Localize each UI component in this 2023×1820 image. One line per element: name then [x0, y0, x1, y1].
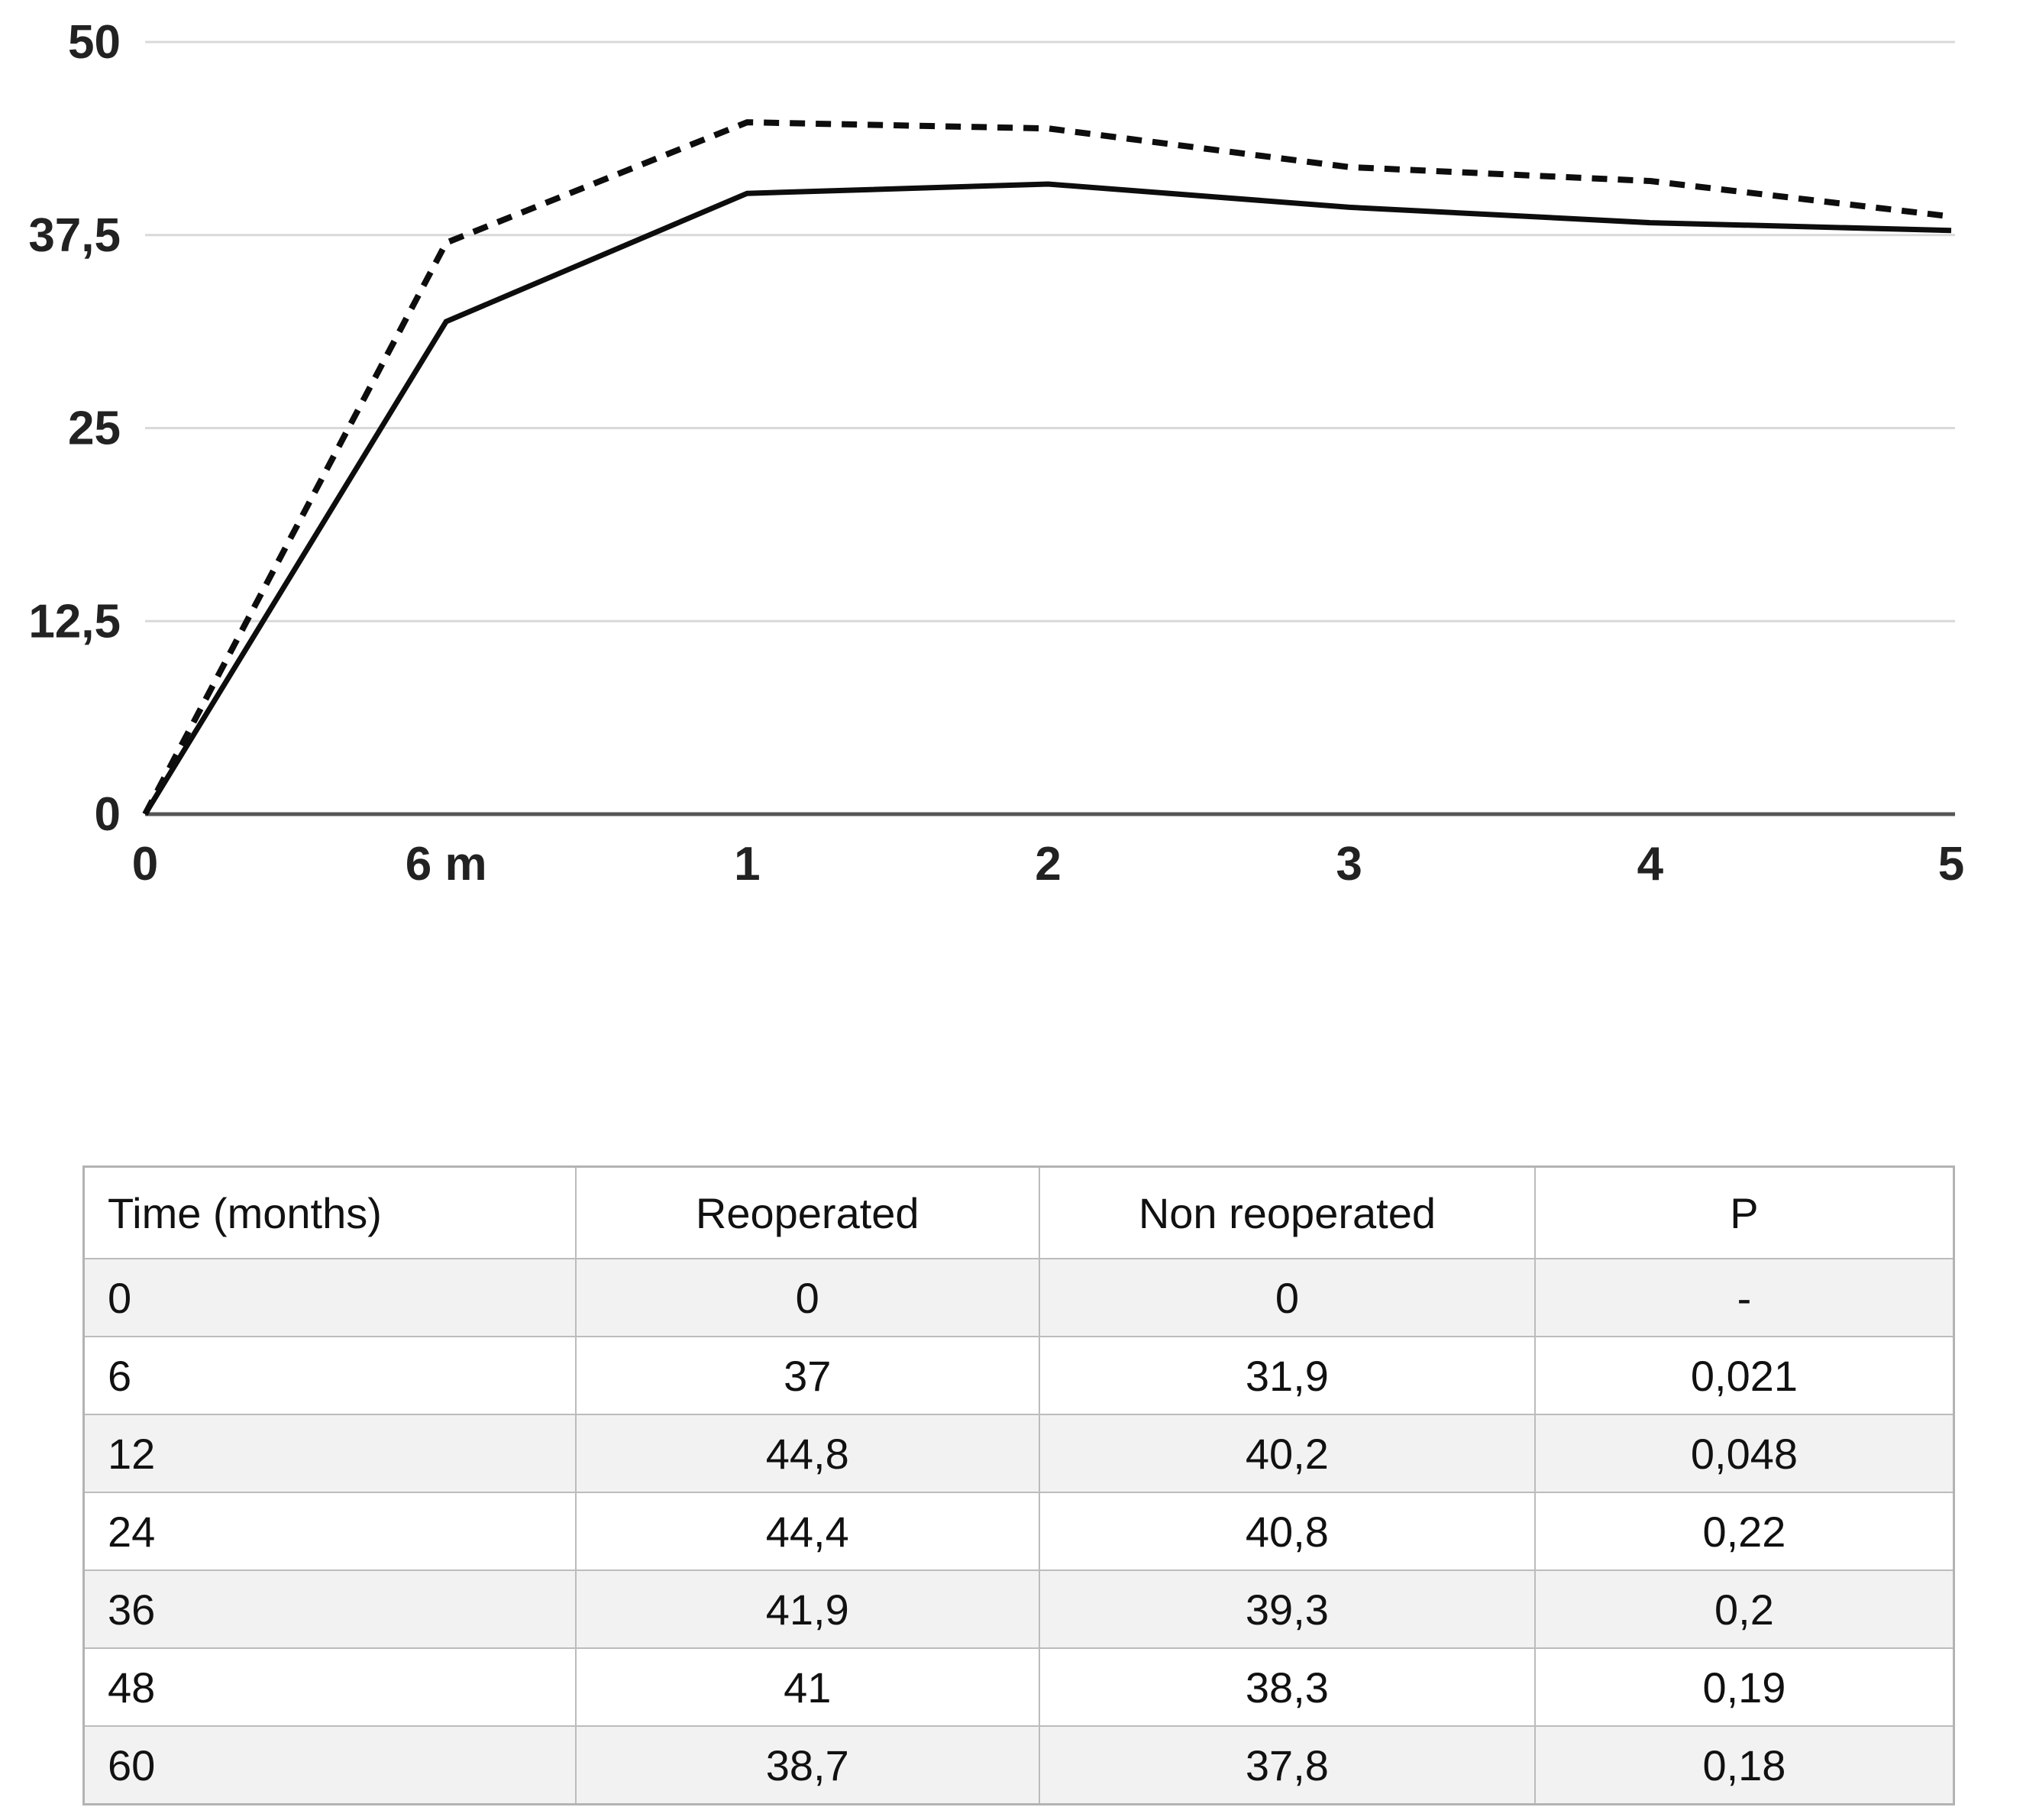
header-row: Time (months) Reoperated Non reoperated P	[82, 1165, 1955, 1259]
x-axis-tick-label: 4	[1637, 838, 1664, 891]
x-axis-tick-label: 3	[1336, 838, 1362, 891]
y-axis-tick-label: 0	[95, 788, 121, 841]
y-axis-tick-label: 12,5	[28, 595, 121, 648]
table-row: 48 41 38,3 0,19	[82, 1647, 1955, 1727]
table-cell: 36	[82, 1569, 577, 1649]
table-cell: 44,8	[574, 1414, 1040, 1493]
x-axis-tick-label: 6 m	[406, 838, 487, 891]
table-cell: 44,4	[574, 1492, 1040, 1571]
outcome-line-chart: 0 12,5 25 37,5 50 0 6 m 1 2 3 4 5	[28, 16, 1964, 891]
x-axis-tick-label: 5	[1938, 838, 1964, 891]
table-cell: 24	[82, 1492, 577, 1571]
table-cell: 31,9	[1038, 1336, 1536, 1415]
table-cell: 0	[82, 1258, 577, 1337]
table-row: 36 41,9 39,3 0,2	[82, 1569, 1955, 1649]
table-cell: 37,8	[1038, 1725, 1536, 1805]
x-axis-tick-label: 1	[734, 838, 760, 891]
table-cell: 40,2	[1038, 1414, 1536, 1493]
table-cell: 0	[574, 1258, 1040, 1337]
column-header: P	[1533, 1165, 1955, 1259]
table-cell: -	[1533, 1258, 1955, 1337]
y-axis-tick-label: 50	[68, 16, 121, 69]
table-cell: 0,19	[1533, 1647, 1955, 1727]
column-header: Time (months)	[82, 1165, 577, 1259]
table-row: 60 38,7 37,8 0,18	[82, 1725, 1955, 1805]
table-cell: 38,7	[574, 1725, 1040, 1805]
table-cell: 48	[82, 1647, 577, 1727]
series-non-reoperated-line	[143, 181, 1952, 816]
column-header: Reoperated	[574, 1165, 1040, 1259]
table-cell: 0,22	[1533, 1492, 1955, 1571]
table-cell: 0,048	[1533, 1414, 1955, 1493]
table-cell: 41	[574, 1647, 1040, 1727]
table-cell: 39,3	[1038, 1569, 1536, 1649]
table-cell: 37	[574, 1336, 1040, 1415]
table-row: 24 44,4 40,8 0,22	[82, 1492, 1955, 1571]
y-axis-tick-label: 25	[68, 402, 121, 455]
table-cell: 60	[82, 1725, 577, 1805]
column-header: Non reoperated	[1038, 1165, 1536, 1259]
results-table: Time (months) Reoperated Non reoperated P 0…	[82, 1165, 1955, 1805]
table-cell: 40,8	[1038, 1492, 1536, 1571]
results-table-body: 0 0 0-6 37 31,9 0,021 12 44,8 40,2 0,048 24 44,4 40,…	[82, 1258, 1955, 1805]
table-cell: 41,9	[574, 1569, 1040, 1649]
x-axis-tick-label: 2	[1035, 838, 1061, 891]
series-reoperated-line	[142, 119, 1952, 816]
table-cell: 38,3	[1038, 1647, 1536, 1727]
results-table-head: Time (months) Reoperated Non reoperated P	[82, 1165, 1955, 1259]
table-cell: 0,021	[1533, 1336, 1955, 1415]
table-cell: 6	[82, 1336, 577, 1415]
y-axis-tick-label: 37,5	[28, 209, 121, 262]
table-cell: 0,2	[1533, 1569, 1955, 1649]
table-row: 6 37 31,9 0,021	[82, 1336, 1955, 1415]
table-cell: 0	[1038, 1258, 1536, 1337]
x-axis-tick-label: 0	[132, 838, 158, 891]
table-cell: 12	[82, 1414, 577, 1493]
table-row: 12 44,8 40,2 0,048	[82, 1414, 1955, 1493]
table-cell: 0,18	[1533, 1725, 1955, 1805]
